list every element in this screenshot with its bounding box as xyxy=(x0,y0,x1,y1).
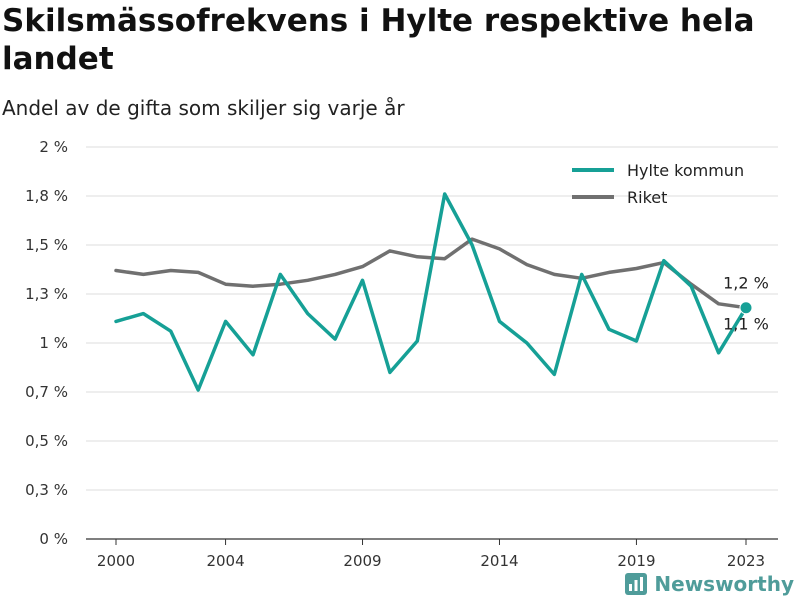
x-tick-label: 2000 xyxy=(97,552,135,570)
x-tick-label: 2023 xyxy=(727,552,765,570)
end-point-hylte-kommun xyxy=(739,301,753,315)
y-tick-label: 0,3 % xyxy=(25,481,68,499)
series-line-hylte-kommun xyxy=(114,192,748,392)
newsworthy-brand: Newsworthy xyxy=(624,572,794,596)
chart-title: Skilsmässofrekvens i Hylte respektive he… xyxy=(2,3,755,77)
x-tick-label: 2009 xyxy=(343,552,381,570)
y-axis: 0 % 0,3 % 0,5 % 0,7 % 1 % 1,3 % 1,5 % 1,8 % 2 % xyxy=(25,138,68,548)
y-tick-label: 2 % xyxy=(39,138,68,156)
y-tick-label: 1,5 % xyxy=(25,236,68,254)
newsworthy-logo-icon xyxy=(625,573,648,595)
end-label-riket: 1,2 % xyxy=(723,274,769,293)
x-tick-label: 2019 xyxy=(617,552,655,570)
y-tick-label: 0,7 % xyxy=(25,383,68,401)
legend-label-riket: Riket xyxy=(627,188,667,207)
series-lines xyxy=(114,192,753,392)
y-tick-label: 0 % xyxy=(39,530,68,548)
x-tick-label: 2014 xyxy=(480,552,518,570)
chart-subtitle: Andel av de gifta som skiljer sig varje … xyxy=(2,96,405,120)
end-label-hylte-kommun: 1,1 % xyxy=(723,315,769,334)
series-line-riket xyxy=(114,237,748,310)
y-tick-label: 0,5 % xyxy=(25,432,68,450)
grid-lines xyxy=(86,146,778,540)
y-tick-label: 1,3 % xyxy=(25,285,68,303)
y-tick-label: 1 % xyxy=(39,334,68,352)
legend: Hylte kommun Riket xyxy=(572,161,744,207)
end-labels: 1,1 % 1,2 % xyxy=(723,274,769,334)
y-tick-label: 1,8 % xyxy=(25,187,68,205)
brand-name: Newsworthy xyxy=(654,572,794,596)
legend-label-hylte-kommun: Hylte kommun xyxy=(627,161,744,180)
x-axis: 2000 2004 2009 2014 2019 2023 xyxy=(97,539,765,570)
x-tick-label: 2004 xyxy=(206,552,244,570)
